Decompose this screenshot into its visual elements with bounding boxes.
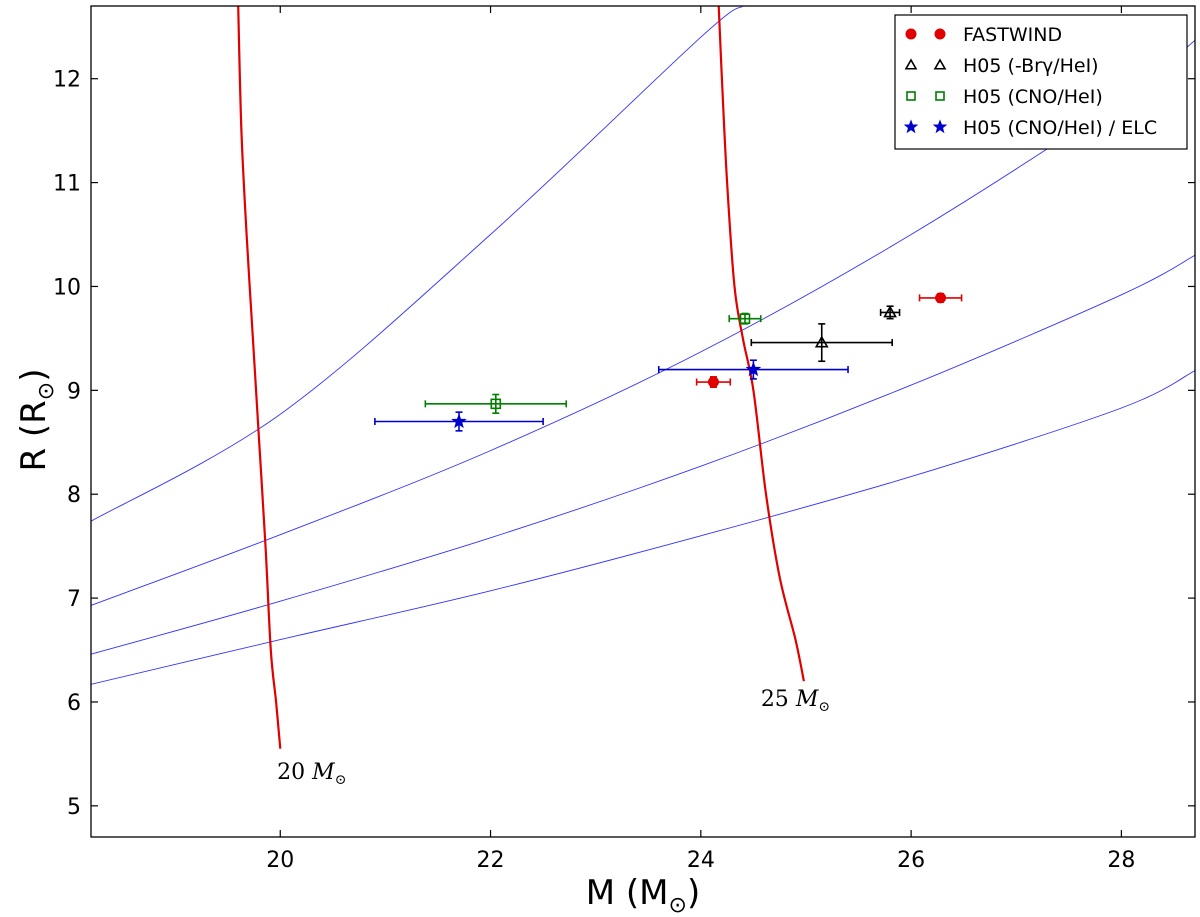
data-point-s4-1: [374, 411, 544, 432]
y-tick-label: 9: [67, 379, 81, 404]
marker-star: [451, 413, 467, 429]
marker-star: [745, 361, 762, 377]
points-layer: [374, 292, 963, 432]
x-tick-label: 24: [687, 848, 715, 873]
reference-curve-1: [91, 6, 744, 522]
legend-marker-circle: [934, 28, 946, 40]
x-axis-label: M (M⊙): [586, 873, 700, 917]
y-tick-label: 8: [67, 483, 81, 508]
track-line-1: [237, 6, 282, 749]
marker-square: [490, 398, 502, 410]
track-line-2: [717, 6, 805, 682]
legend-label: H05 (-Brγ/HeI): [963, 55, 1099, 77]
track-label-2: 25 M⊙: [761, 687, 830, 715]
y-tick-label: 10: [53, 275, 81, 300]
data-point-s2-1: [750, 323, 893, 363]
legend-marker-triangle: [904, 58, 918, 70]
y-tick-label: 5: [67, 795, 81, 820]
data-point-s2-2: [879, 305, 901, 320]
plot-frame: [90, 5, 1196, 838]
x-tick-label: 26: [897, 848, 925, 873]
legend-marker-star: [932, 119, 948, 134]
legend-label: H05 (CNO/HeI): [963, 86, 1103, 108]
legend-entry-1: FASTWIND: [905, 24, 1062, 46]
data-point-s1-2: [918, 292, 963, 304]
y-tick-label: 7: [67, 587, 81, 612]
data-point-s3-1: [424, 393, 568, 414]
x-tick-label: 22: [477, 848, 505, 873]
data-point-s4-2: [657, 359, 849, 380]
y-axis-label: R (R⊙): [14, 368, 59, 471]
legend-label: FASTWIND: [963, 24, 1062, 46]
x-tick-label: 20: [266, 848, 294, 873]
curves-layer: [91, 6, 1195, 685]
legend-entry-3: H05 (CNO/HeI): [906, 86, 1103, 108]
y-tick-label: 11: [53, 172, 81, 197]
marker-triangle: [883, 305, 897, 318]
legend-marker-square: [906, 91, 916, 101]
marker-circle: [935, 292, 947, 304]
marker-triangle: [814, 335, 829, 348]
legend-marker-square: [935, 91, 945, 101]
legend-label: H05 (CNO/HeI) / ELC: [963, 117, 1157, 139]
data-point-s3-2: [728, 312, 762, 325]
y-tick-label: 6: [67, 691, 81, 716]
reference-curve-4: [91, 370, 1195, 685]
marker-circle: [707, 376, 719, 388]
legend-marker-circle: [905, 28, 917, 40]
legend: FASTWIND H05 (-Brγ/HeI) H05 (CNO/HeI) H05 (…: [894, 14, 1188, 150]
ticks-layer: 20 22 24 26 28 5 6 7 8 9 10 11 12: [53, 6, 1195, 873]
reference-curve-3: [91, 254, 1195, 655]
y-tick-label: 12: [53, 68, 81, 93]
tracks-layer: [237, 6, 805, 749]
x-tick-label: 28: [1107, 848, 1135, 873]
legend-marker-triangle: [933, 58, 947, 70]
data-point-s1-1: [695, 376, 732, 389]
legend-entry-4: H05 (CNO/HeI) / ELC: [903, 117, 1157, 139]
track-label-1: 20 M⊙: [277, 760, 346, 788]
legend-marker-star: [903, 119, 919, 134]
marker-square: [739, 313, 751, 324]
annotations-layer: 20 M⊙ 25 M⊙: [277, 687, 830, 788]
legend-entry-2: H05 (-Brγ/HeI): [904, 55, 1099, 77]
